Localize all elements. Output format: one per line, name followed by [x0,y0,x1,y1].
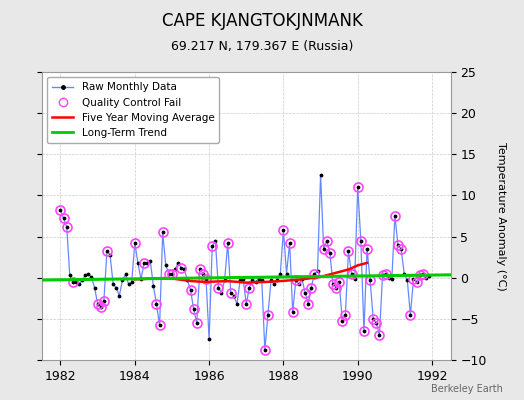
Text: CAPE KJANGTOKJNMANK: CAPE KJANGTOKJNMANK [161,12,363,30]
Text: 69.217 N, 179.367 E (Russia): 69.217 N, 179.367 E (Russia) [171,40,353,53]
Legend: Raw Monthly Data, Quality Control Fail, Five Year Moving Average, Long-Term Tren: Raw Monthly Data, Quality Control Fail, … [47,77,220,143]
Text: Berkeley Earth: Berkeley Earth [431,384,503,394]
Y-axis label: Temperature Anomaly (°C): Temperature Anomaly (°C) [496,142,506,290]
